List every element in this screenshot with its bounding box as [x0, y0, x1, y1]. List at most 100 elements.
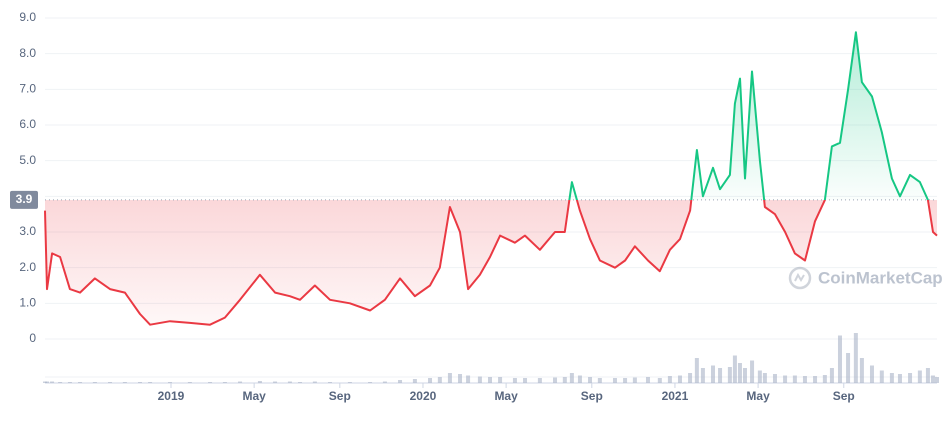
x-tick-label: May	[242, 389, 266, 403]
volume-bar	[327, 382, 332, 383]
volume-bar	[108, 382, 113, 383]
volume-bar	[447, 373, 452, 383]
volume-bar	[677, 375, 682, 383]
volume-bar	[437, 377, 442, 383]
volume-bar	[537, 378, 542, 383]
volume-bar	[512, 378, 517, 383]
volume-bar	[612, 378, 617, 383]
volume-bar	[498, 377, 503, 383]
volume-bar	[750, 360, 755, 383]
y-tick-label: 1.0	[19, 296, 36, 310]
y-tick-label: 3.0	[19, 224, 36, 238]
volume-bar	[553, 377, 558, 383]
volume-bar	[238, 381, 243, 383]
axes: 01.02.03.04.05.06.07.08.09.02019MaySep20…	[10, 10, 855, 403]
volume-bar	[930, 375, 935, 383]
y-tick-label: 2.0	[19, 260, 36, 274]
volume-bar	[287, 381, 292, 383]
volume-bar	[657, 378, 662, 383]
volume-bar	[67, 382, 72, 383]
x-tick-label: May	[746, 389, 770, 403]
volume-bar	[889, 373, 894, 383]
x-tick-label: May	[494, 389, 518, 403]
volume-bar	[523, 378, 528, 383]
watermark-logo	[788, 266, 812, 290]
y-tick-label: 7.0	[19, 82, 36, 96]
x-tick-label: 2021	[662, 389, 689, 403]
volume-bar	[700, 368, 705, 383]
volume-bar	[222, 382, 227, 383]
volume-bar	[368, 382, 373, 383]
volume-bar	[879, 370, 884, 383]
volume-bar	[298, 382, 303, 383]
volume-bar	[783, 375, 788, 383]
price-line	[44, 31, 938, 326]
volume-bar	[137, 382, 142, 383]
volume	[43, 333, 939, 383]
volume-bar	[757, 370, 762, 383]
volume-bar	[428, 378, 433, 383]
y-tick-label: 9.0	[19, 10, 36, 24]
volume-bar	[772, 374, 777, 383]
volume-bar	[718, 368, 723, 383]
area	[45, 32, 937, 325]
volume-bar	[208, 382, 213, 383]
volume-bar	[897, 374, 902, 383]
volume-bar	[257, 381, 262, 383]
volume-bar	[347, 382, 352, 383]
volume-bar	[43, 381, 47, 383]
x-tick-label: Sep	[833, 389, 855, 403]
volume-bar	[562, 377, 567, 383]
volume-bar	[50, 381, 55, 383]
volume-bar	[829, 368, 834, 383]
volume-bar	[588, 377, 593, 383]
plot	[44, 31, 938, 326]
watermark: CoinMarketCap	[818, 268, 943, 287]
volume-bar	[92, 382, 97, 383]
volume-bar	[623, 378, 628, 383]
volume-bar	[917, 370, 922, 383]
volume-bar	[122, 382, 127, 383]
volume-bar	[148, 382, 153, 383]
volume-bar	[710, 365, 715, 383]
y-tick-label: 6.0	[19, 117, 36, 131]
y-tick-label: 5.0	[19, 153, 36, 167]
volume-bar	[466, 375, 471, 383]
volume-bar	[273, 381, 278, 383]
volume-bar	[908, 373, 913, 383]
volume-bar	[742, 368, 747, 383]
volume-bar	[732, 355, 737, 383]
volume-bar	[846, 353, 851, 383]
volume-bar	[694, 358, 699, 383]
volume-bar	[869, 365, 874, 383]
x-tick-label: 2019	[158, 389, 185, 403]
volume-bar	[412, 379, 417, 383]
volume-bar	[398, 380, 403, 383]
baseline-label: 3.9	[16, 192, 33, 206]
x-tick-label: Sep	[329, 389, 351, 403]
volume-bar	[312, 381, 317, 383]
volume-bar	[632, 377, 637, 383]
volume-bar	[78, 382, 83, 383]
volume-bar	[935, 377, 939, 383]
baseline-label-bg	[10, 190, 38, 209]
volume-bar	[762, 373, 767, 383]
volume-bar	[853, 333, 858, 383]
volume-bar	[645, 377, 650, 383]
y-tick-label: 0	[29, 331, 36, 345]
volume-bar	[569, 373, 574, 383]
volume-bar	[688, 373, 693, 383]
volume-bar	[813, 376, 818, 383]
x-tick-label: Sep	[581, 389, 603, 403]
volume-bar	[167, 382, 172, 383]
volume-bar	[802, 376, 807, 383]
volume-bar	[737, 363, 742, 383]
volume-bar	[597, 378, 602, 383]
volume-bar	[458, 374, 463, 383]
volume-bar	[792, 375, 797, 383]
volume-bar	[727, 367, 732, 383]
volume-bar	[58, 382, 63, 383]
volume-bar	[837, 335, 842, 383]
